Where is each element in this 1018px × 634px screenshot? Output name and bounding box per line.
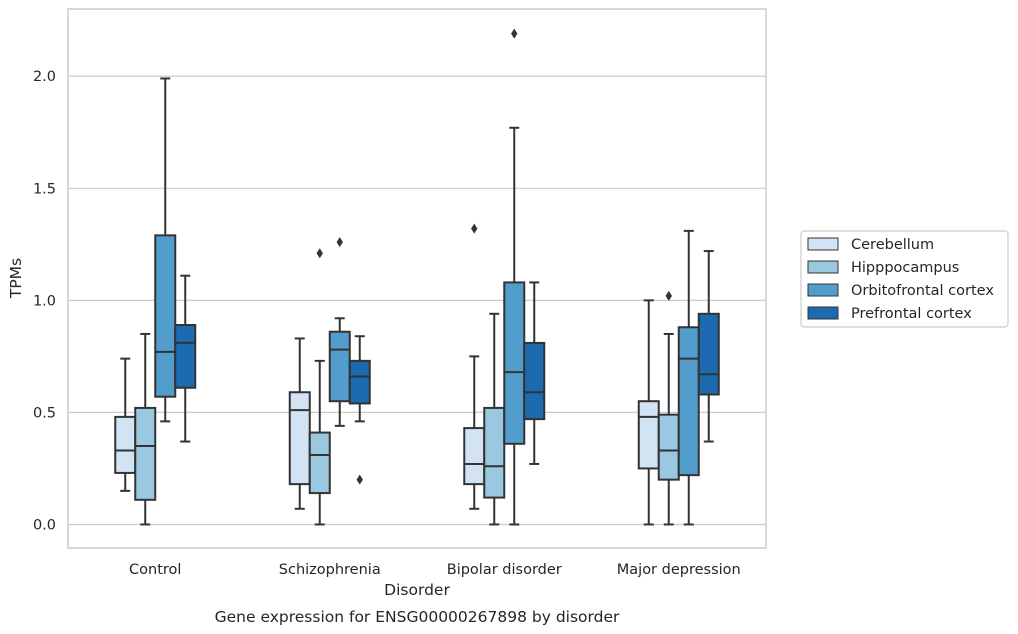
legend-swatch [807,283,839,297]
box [134,406,157,501]
outlier-point [511,28,518,39]
y-tick-label: 2.0 [33,69,56,85]
y-tick-label: 0.5 [33,405,56,421]
box [637,400,660,470]
legend-swatch [807,306,839,320]
x-axis-label: Disorder [384,581,450,599]
box [523,341,546,421]
x-tick-label: Control [129,562,181,578]
box [483,406,506,499]
legend-swatch [807,237,839,251]
legend-frame [800,230,1009,328]
y-tick-label: 1.0 [33,293,56,309]
box [328,330,351,403]
y-tick-label: 1.5 [33,181,56,197]
box [174,324,197,389]
series-orbitofrontal-cortex [154,28,700,526]
x-tick-label: Major depression [617,562,741,578]
series-cerebellum [114,223,660,526]
legend-label: Prefrontal cortex [851,306,972,322]
series-prefrontal-cortex [174,250,720,485]
y-axis-label: TPMs [7,258,25,299]
outlier-point [471,223,478,234]
legend-label: Hipppocampus [851,260,959,276]
box [697,312,720,396]
outlier-point [356,474,363,485]
box-groups [114,28,720,526]
legend: Cerebellum Hipppocampus Orbitofrontal cort… [800,230,1009,328]
box [114,415,137,474]
outlier-point [316,248,323,259]
chart-caption: Gene expression for ENSG00000267898 by d… [215,608,620,626]
box [463,427,486,486]
y-axis-ticks: 0.0 0.5 1.0 1.5 2.0 [33,69,56,533]
series-hipppocampus [134,248,680,526]
legend-swatch [807,260,839,274]
box [657,413,680,481]
legend-label: Orbitofrontal cortex [851,283,994,299]
box [308,431,331,495]
y-tick-label: 0.0 [33,517,56,533]
legend-label: Cerebellum [851,237,934,253]
box [154,234,177,398]
box [677,326,700,477]
box [288,391,311,486]
x-axis-ticks: Control Schizophrenia Bipolar disorder Majo… [129,562,741,578]
x-tick-label: Bipolar disorder [447,562,562,578]
outlier-point [665,290,672,301]
box [503,281,526,445]
outlier-point [336,237,343,248]
plot-frame [67,8,767,549]
x-tick-label: Schizophrenia [279,562,381,578]
box [348,359,371,405]
